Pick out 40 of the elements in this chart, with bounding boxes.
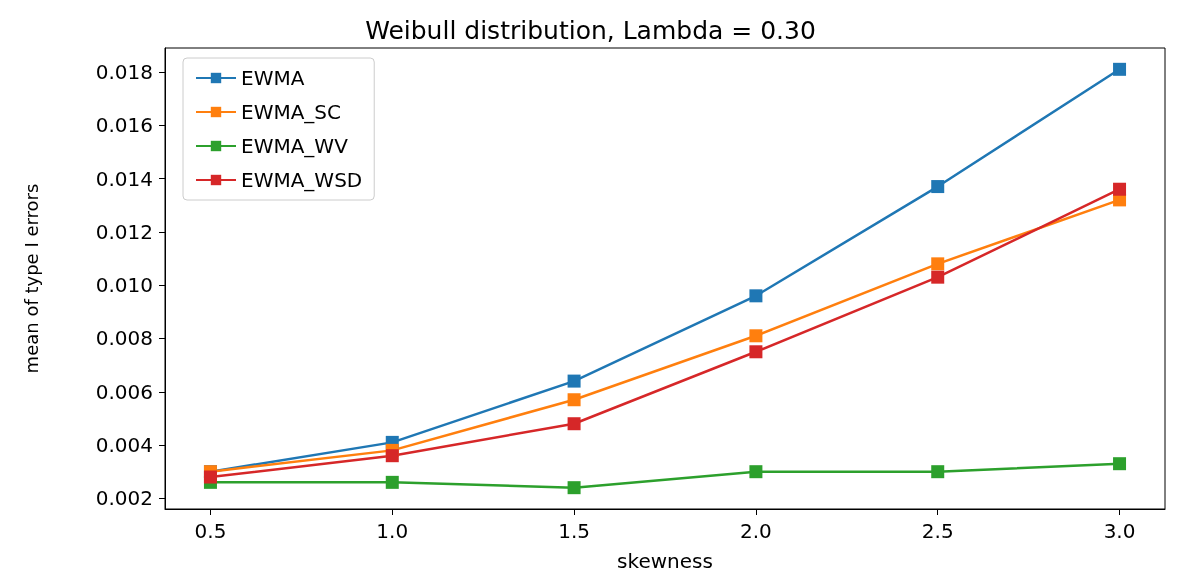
point — [567, 417, 581, 431]
x-tick-label: 2.0 — [740, 519, 772, 543]
x-tick-label: 1.5 — [558, 519, 590, 543]
point — [203, 470, 217, 484]
point — [385, 475, 399, 489]
y-tick-label: 0.018 — [95, 59, 153, 84]
x-tick-label: 3.0 — [1103, 519, 1136, 543]
point — [931, 180, 945, 194]
y-tick-label: 0.008 — [95, 326, 153, 351]
point — [1113, 457, 1127, 471]
y-tick-label: 0.006 — [95, 379, 153, 404]
point — [931, 257, 945, 271]
y-tick-label: 0.012 — [95, 219, 153, 244]
legend-label: EWMA_SC — [241, 100, 342, 124]
point — [931, 465, 945, 479]
y-axis-title: mean of type I errors — [20, 183, 42, 374]
legend-label: EWMA — [241, 66, 305, 90]
point — [385, 449, 399, 463]
x-tick-label: 2.5 — [921, 519, 954, 543]
chart-title: Weibull distribution, Lambda = 0.30 — [365, 16, 816, 45]
point — [749, 329, 763, 343]
y-tick-label: 0.014 — [95, 166, 153, 191]
point — [749, 289, 763, 303]
y-tick-label: 0.004 — [95, 433, 153, 458]
y-tick-label: 0.016 — [95, 113, 153, 138]
y-tick-label: 0.002 — [95, 486, 153, 511]
legend-label: EWMA_WV — [241, 134, 349, 158]
x-axis-title: skewness — [617, 549, 713, 573]
point — [567, 393, 581, 407]
x-tick-label: 0.5 — [194, 519, 227, 543]
x-tick-label: 1.0 — [376, 519, 409, 543]
legend-label: EWMA_WSD — [241, 168, 363, 192]
point — [749, 345, 763, 359]
point — [931, 270, 945, 284]
point — [567, 481, 581, 495]
point — [749, 465, 763, 479]
point — [567, 374, 581, 388]
y-tick-label: 0.010 — [95, 273, 153, 298]
point — [1113, 62, 1127, 76]
point — [1113, 182, 1127, 196]
